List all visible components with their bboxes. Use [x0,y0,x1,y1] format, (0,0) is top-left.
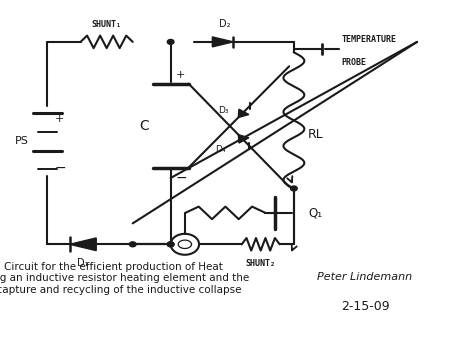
Polygon shape [212,37,233,47]
Polygon shape [70,238,96,251]
Text: RL: RL [308,128,324,141]
Text: C: C [140,119,149,133]
Text: D₄: D₄ [216,144,226,154]
Text: Q₁: Q₁ [308,206,322,220]
Text: Peter Lindemann: Peter Lindemann [318,272,412,282]
Text: PS: PS [14,136,28,146]
Circle shape [129,242,136,247]
Text: +: + [175,70,185,80]
Text: TEMPERATURE: TEMPERATURE [341,35,396,44]
Text: +: + [55,114,64,124]
Text: −: − [55,161,67,174]
Text: 2-15-09: 2-15-09 [341,300,389,313]
Text: D₂: D₂ [219,20,231,29]
Text: D₃: D₃ [218,106,228,114]
Text: PROBE: PROBE [341,58,366,67]
Circle shape [291,186,297,191]
Text: SHUNT₂: SHUNT₂ [246,259,276,268]
Text: SHUNT₁: SHUNT₁ [91,20,122,29]
Circle shape [167,39,174,44]
Circle shape [167,242,174,247]
Polygon shape [238,109,249,118]
Polygon shape [238,135,249,143]
Text: −: − [175,171,187,185]
Text: D₁: D₁ [77,259,89,268]
Text: Circuit for the efficient production of Heat
using an inductive resistor heating: Circuit for the efficient production of … [0,262,249,295]
Circle shape [167,242,174,247]
